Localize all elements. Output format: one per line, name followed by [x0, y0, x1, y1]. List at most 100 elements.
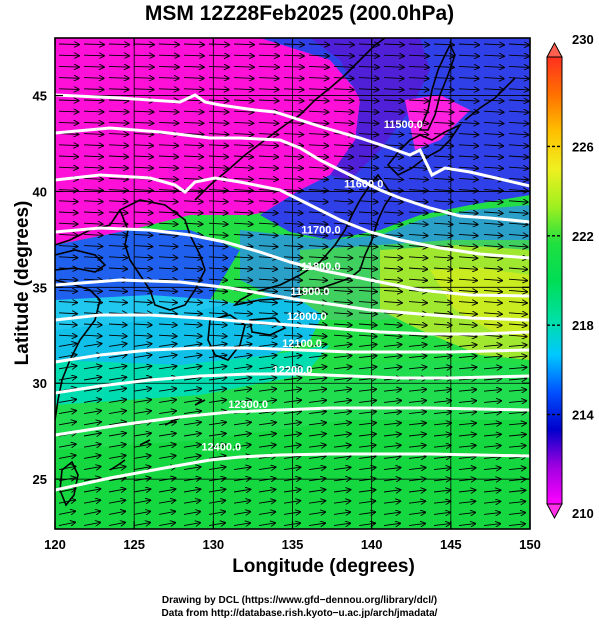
wind-arrow — [108, 377, 126, 380]
wind-arrow — [258, 400, 276, 402]
wind-arrow — [458, 201, 478, 202]
wind-arrow — [233, 66, 254, 67]
wind-arrow — [258, 167, 278, 168]
wind-arrow — [508, 212, 528, 213]
wind-arrow — [233, 344, 252, 346]
wind-arrow — [333, 378, 351, 380]
wind-arrow — [108, 66, 129, 67]
wind-arrow — [408, 100, 429, 101]
wind-arrow — [383, 501, 400, 503]
wind-arrow — [458, 401, 476, 403]
wind-arrow — [258, 290, 277, 291]
wind-arrow — [158, 523, 175, 526]
wind-arrow — [433, 190, 453, 191]
wind-arrow — [383, 268, 402, 269]
wind-arrow — [208, 223, 228, 224]
wind-arrow — [333, 145, 353, 146]
wind-arrow — [108, 388, 126, 391]
wind-arrow — [83, 324, 102, 325]
y-tick-label: 25 — [33, 472, 47, 487]
wind-arrow — [133, 523, 150, 526]
wind-arrow — [133, 500, 150, 503]
wind-arrow — [183, 313, 202, 314]
wind-arrow — [233, 178, 253, 179]
wind-arrow — [408, 167, 428, 168]
wind-arrow — [408, 479, 425, 481]
wind-arrow — [258, 512, 275, 515]
wind-arrow — [383, 145, 403, 146]
wind-arrow — [258, 78, 279, 79]
wind-arrow — [58, 478, 75, 481]
wind-arrow — [308, 279, 327, 280]
x-tick-label: 150 — [519, 537, 541, 552]
contour-label: 11500.0 — [384, 119, 423, 131]
wind-arrow — [308, 335, 327, 336]
wind-arrow — [158, 246, 177, 247]
wind-arrow — [483, 313, 502, 314]
wind-arrow — [133, 201, 153, 202]
wind-arrow — [333, 501, 350, 503]
wind-arrow — [308, 445, 326, 447]
wind-arrow — [358, 44, 379, 45]
wind-arrow — [383, 400, 401, 402]
wind-arrow — [58, 268, 77, 269]
wind-arrow — [483, 367, 501, 369]
wind-arrow — [333, 445, 351, 447]
wind-arrow — [83, 422, 101, 425]
wind-arrow — [333, 490, 350, 492]
wind-arrow — [383, 212, 403, 213]
wind-arrow — [333, 89, 354, 90]
wind-arrow — [183, 156, 203, 157]
wind-arrow — [208, 523, 225, 526]
wind-arrow — [283, 66, 304, 67]
wind-arrow — [258, 190, 278, 191]
wind-arrow — [158, 433, 176, 436]
wind-arrow — [83, 111, 103, 112]
wind-arrow — [83, 190, 103, 191]
wind-arrow — [308, 490, 325, 492]
wind-arrow — [308, 55, 329, 56]
wind-arrow — [108, 422, 126, 425]
wind-arrow — [233, 313, 252, 314]
wind-arrow — [83, 145, 103, 146]
wind-arrow — [333, 313, 352, 314]
colorbar-max-arrow — [546, 41, 563, 58]
wind-arrow — [458, 434, 476, 436]
wind-arrow — [233, 433, 251, 436]
wind-arrow — [358, 257, 377, 258]
wind-arrow — [358, 389, 376, 391]
wind-arrow — [383, 367, 401, 369]
wind-arrow — [308, 423, 326, 425]
wind-arrow — [433, 389, 451, 391]
wind-arrow — [483, 434, 501, 436]
wind-arrow — [258, 389, 276, 391]
wind-arrow — [283, 290, 302, 291]
wind-arrow — [508, 223, 528, 224]
wind-arrow — [458, 156, 478, 157]
wind-arrow — [283, 134, 303, 135]
wind-arrow — [408, 78, 429, 79]
wind-arrow — [233, 445, 251, 448]
wind-arrow — [433, 178, 453, 179]
wind-arrow — [483, 479, 500, 481]
wind-arrow — [233, 122, 253, 123]
wind-arrow — [283, 302, 302, 303]
wind-arrow — [333, 456, 351, 458]
wind-arrow — [433, 223, 453, 224]
wind-arrow — [333, 257, 352, 258]
wind-arrow — [83, 78, 104, 79]
wind-arrow — [408, 134, 428, 135]
wind-arrow — [483, 423, 501, 425]
wind-arrow — [483, 111, 503, 112]
wind-arrow — [408, 234, 427, 235]
wind-arrow — [233, 190, 253, 191]
contour-label: 12300.0 — [228, 399, 268, 411]
wind-arrow — [383, 190, 403, 191]
wind-arrow — [433, 111, 453, 112]
wind-arrow — [408, 89, 429, 90]
wind-arrow — [83, 290, 102, 291]
wind-arrow — [133, 234, 152, 235]
wind-arrow — [333, 434, 351, 436]
wind-arrow — [358, 423, 376, 425]
wind-arrow — [133, 355, 151, 358]
